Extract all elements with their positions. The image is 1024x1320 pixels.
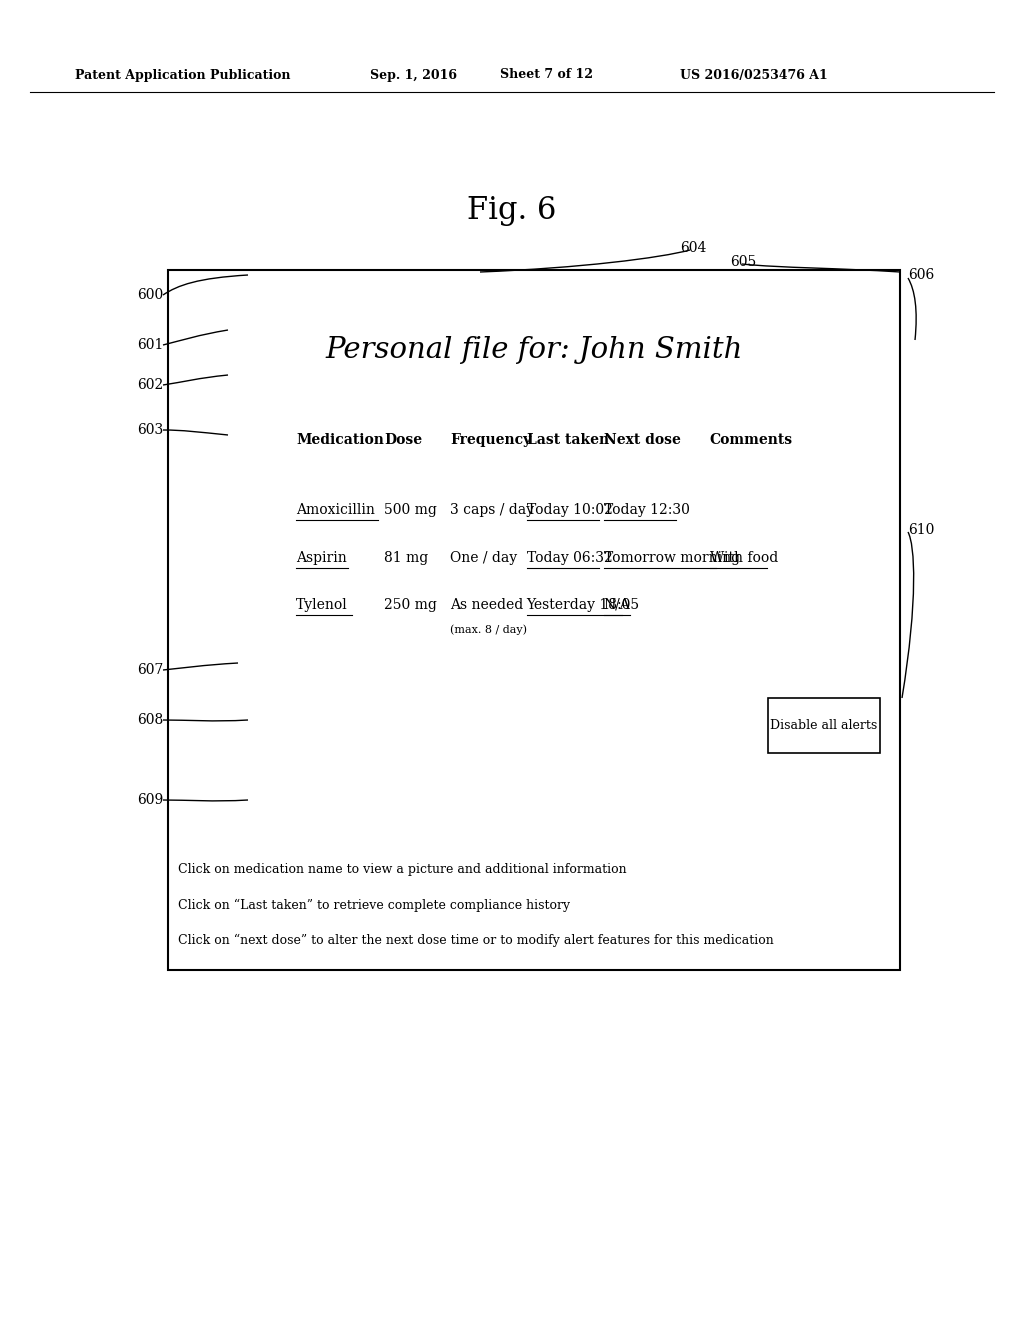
Bar xyxy=(168,271,900,970)
Text: Dose: Dose xyxy=(384,433,422,447)
Text: 604: 604 xyxy=(680,242,707,255)
Text: Medication: Medication xyxy=(296,433,384,447)
Text: Personal file for: John Smith: Personal file for: John Smith xyxy=(326,337,742,364)
Text: Click on “next dose” to alter the next dose time or to modify alert features for: Click on “next dose” to alter the next d… xyxy=(178,933,774,946)
Text: N/A: N/A xyxy=(603,598,631,612)
Text: Patent Application Publication: Patent Application Publication xyxy=(75,69,291,82)
Text: US 2016/0253476 A1: US 2016/0253476 A1 xyxy=(680,69,827,82)
Bar xyxy=(768,698,880,752)
Text: 606: 606 xyxy=(908,268,934,282)
Text: 605: 605 xyxy=(730,255,757,269)
Text: Today 12:30: Today 12:30 xyxy=(603,503,689,517)
Text: Today 10:02: Today 10:02 xyxy=(526,503,612,517)
Text: 610: 610 xyxy=(908,523,934,537)
Text: Sheet 7 of 12: Sheet 7 of 12 xyxy=(500,69,593,82)
Text: 602: 602 xyxy=(137,378,163,392)
Text: Yesterday 18:05: Yesterday 18:05 xyxy=(526,598,640,612)
Text: 608: 608 xyxy=(137,713,163,727)
Text: 601: 601 xyxy=(136,338,163,352)
Text: (max. 8 / day): (max. 8 / day) xyxy=(450,624,526,635)
Text: 250 mg: 250 mg xyxy=(384,598,437,612)
Text: One / day: One / day xyxy=(450,550,517,565)
Text: Frequency: Frequency xyxy=(450,433,531,447)
Text: Comments: Comments xyxy=(710,433,793,447)
Text: Sep. 1, 2016: Sep. 1, 2016 xyxy=(370,69,457,82)
Text: Fig. 6: Fig. 6 xyxy=(467,194,557,226)
Text: Tomorrow morning: Tomorrow morning xyxy=(603,550,739,565)
Text: Today 06:32: Today 06:32 xyxy=(526,550,612,565)
Text: 3 caps / day: 3 caps / day xyxy=(450,503,534,517)
Text: 607: 607 xyxy=(136,663,163,677)
Text: With food: With food xyxy=(710,550,778,565)
Text: 609: 609 xyxy=(137,793,163,807)
Text: Click on “Last taken” to retrieve complete compliance history: Click on “Last taken” to retrieve comple… xyxy=(178,899,570,912)
Text: Last taken: Last taken xyxy=(526,433,609,447)
Text: Tylenol: Tylenol xyxy=(296,598,348,612)
Text: 603: 603 xyxy=(137,422,163,437)
Text: 81 mg: 81 mg xyxy=(384,550,428,565)
Text: 500 mg: 500 mg xyxy=(384,503,437,517)
Text: Next dose: Next dose xyxy=(603,433,680,447)
Text: Click on medication name to view a picture and additional information: Click on medication name to view a pictu… xyxy=(178,863,627,876)
Text: Disable all alerts: Disable all alerts xyxy=(770,719,878,733)
Text: Aspirin: Aspirin xyxy=(296,550,347,565)
Text: As needed: As needed xyxy=(450,598,523,612)
Text: 600: 600 xyxy=(137,288,163,302)
Text: Amoxicillin: Amoxicillin xyxy=(296,503,375,517)
